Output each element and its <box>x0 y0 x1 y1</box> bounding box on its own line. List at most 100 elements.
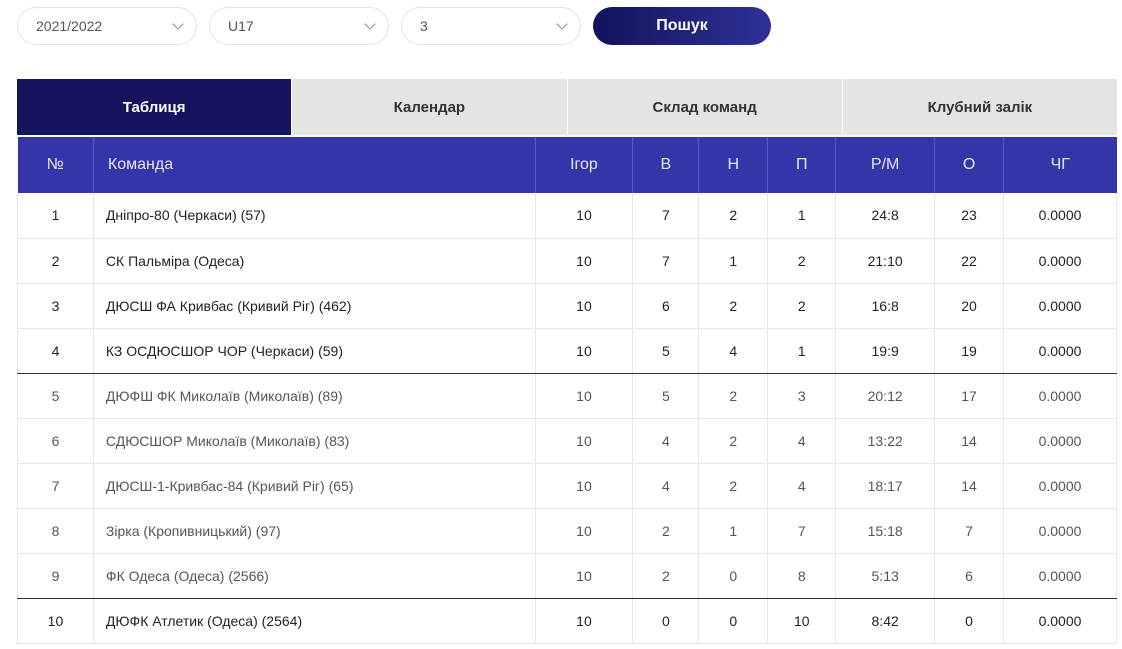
filter-bar: 2021/2022 U17 3 <box>17 7 581 45</box>
row-points: 6 <box>934 553 1005 599</box>
header-points: О <box>934 137 1005 193</box>
season-value: 2021/2022 <box>36 18 103 34</box>
row-draws: 1 <box>698 508 769 554</box>
table-row: 10 ДЮФК Атлетик (Одеса) (2564) 10 0 0 10… <box>17 598 1117 644</box>
age-group-select[interactable]: U17 <box>209 7 389 45</box>
header-wins: В <box>632 137 700 193</box>
row-games: 10 <box>535 328 634 374</box>
row-games: 10 <box>535 418 634 464</box>
row-team: ФК Одеса (Одеса) (2566) <box>93 553 536 599</box>
row-position: 10 <box>17 598 94 644</box>
row-games: 10 <box>535 373 634 419</box>
table-row: 8 Зірка (Кропивницький) (97) 10 2 1 7 15… <box>17 508 1117 554</box>
season-select[interactable]: 2021/2022 <box>17 7 197 45</box>
tab-club-standings[interactable]: Клубний залік <box>842 79 1117 135</box>
row-fairplay: 0.0000 <box>1003 418 1117 464</box>
row-goals: 19:9 <box>835 328 936 374</box>
row-points: 17 <box>934 373 1005 419</box>
row-points: 7 <box>934 508 1005 554</box>
table-header-row: № Команда Ігор В Н П Р/М О ЧГ <box>17 137 1117 193</box>
row-draws: 1 <box>698 238 769 284</box>
tab-calendar[interactable]: Календар <box>292 79 568 135</box>
row-games: 10 <box>535 553 634 599</box>
row-team: СДЮСШОР Миколаїв (Миколаїв) (83) <box>93 418 536 464</box>
header-fairplay: ЧГ <box>1003 137 1117 193</box>
table-row: 9 ФК Одеса (Одеса) (2566) 10 2 0 8 5:13 … <box>17 553 1117 599</box>
row-position: 9 <box>17 553 94 599</box>
tab-bar: Таблиця Календар Склад команд Клубний за… <box>17 79 1117 135</box>
row-goals: 8:42 <box>835 598 936 644</box>
row-fairplay: 0.0000 <box>1003 238 1117 284</box>
row-goals: 21:10 <box>835 238 936 284</box>
row-draws: 2 <box>698 373 769 419</box>
row-wins: 6 <box>632 283 700 329</box>
row-position: 1 <box>17 193 94 239</box>
table-row: 1 Дніпро-80 (Черкаси) (57) 10 7 2 1 24:8… <box>17 193 1117 239</box>
row-position: 3 <box>17 283 94 329</box>
row-team: СК Пальміра (Одеса) <box>93 238 536 284</box>
row-points: 0 <box>934 598 1005 644</box>
header-goals: Р/М <box>835 137 936 193</box>
tab-table[interactable]: Таблиця <box>17 79 293 135</box>
tab-squads[interactable]: Склад команд <box>567 79 843 135</box>
row-points: 19 <box>934 328 1005 374</box>
header-team: Команда <box>93 137 536 193</box>
table-row: 2 СК Пальміра (Одеса) 10 7 1 2 21:10 22 … <box>17 238 1117 284</box>
row-losses: 10 <box>767 598 837 644</box>
row-draws: 4 <box>698 328 769 374</box>
row-goals: 18:17 <box>835 463 936 509</box>
row-fairplay: 0.0000 <box>1003 328 1117 374</box>
row-fairplay: 0.0000 <box>1003 553 1117 599</box>
search-button[interactable]: Пошук <box>593 7 771 45</box>
row-losses: 2 <box>767 283 837 329</box>
row-fairplay: 0.0000 <box>1003 463 1117 509</box>
row-goals: 13:22 <box>835 418 936 464</box>
row-team: Зірка (Кропивницький) (97) <box>93 508 536 554</box>
row-games: 10 <box>535 193 634 239</box>
header-games: Ігор <box>535 137 634 193</box>
row-draws: 2 <box>698 283 769 329</box>
group-select[interactable]: 3 <box>401 7 581 45</box>
row-points: 14 <box>934 463 1005 509</box>
row-fairplay: 0.0000 <box>1003 373 1117 419</box>
row-goals: 24:8 <box>835 193 936 239</box>
chevron-down-icon <box>556 18 568 30</box>
row-team: ДЮСШ ФА Кривбас (Кривий Ріг) (462) <box>93 283 536 329</box>
row-draws: 0 <box>698 553 769 599</box>
row-games: 10 <box>535 508 634 554</box>
row-position: 5 <box>17 373 94 419</box>
row-position: 6 <box>17 418 94 464</box>
group-value: 3 <box>420 18 428 34</box>
row-losses: 2 <box>767 238 837 284</box>
row-position: 4 <box>17 328 94 374</box>
row-games: 10 <box>535 598 634 644</box>
row-wins: 7 <box>632 193 700 239</box>
row-draws: 2 <box>698 193 769 239</box>
row-wins: 2 <box>632 553 700 599</box>
row-losses: 3 <box>767 373 837 419</box>
row-position: 8 <box>17 508 94 554</box>
row-fairplay: 0.0000 <box>1003 283 1117 329</box>
row-wins: 4 <box>632 463 700 509</box>
row-wins: 5 <box>632 373 700 419</box>
row-losses: 1 <box>767 328 837 374</box>
row-goals: 16:8 <box>835 283 936 329</box>
table-row: 4 КЗ ОСДЮСШОР ЧОР (Черкаси) (59) 10 5 4 … <box>17 328 1117 374</box>
row-draws: 2 <box>698 418 769 464</box>
row-points: 20 <box>934 283 1005 329</box>
row-draws: 2 <box>698 463 769 509</box>
row-position: 7 <box>17 463 94 509</box>
row-wins: 7 <box>632 238 700 284</box>
row-fairplay: 0.0000 <box>1003 598 1117 644</box>
row-games: 10 <box>535 238 634 284</box>
row-points: 14 <box>934 418 1005 464</box>
row-team: Дніпро-80 (Черкаси) (57) <box>93 193 536 239</box>
table-row: 7 ДЮСШ-1-Кривбас-84 (Кривий Ріг) (65) 10… <box>17 463 1117 509</box>
row-losses: 4 <box>767 418 837 464</box>
row-points: 23 <box>934 193 1005 239</box>
row-draws: 0 <box>698 598 769 644</box>
row-position: 2 <box>17 238 94 284</box>
row-losses: 7 <box>767 508 837 554</box>
row-goals: 5:13 <box>835 553 936 599</box>
chevron-down-icon <box>172 18 184 30</box>
